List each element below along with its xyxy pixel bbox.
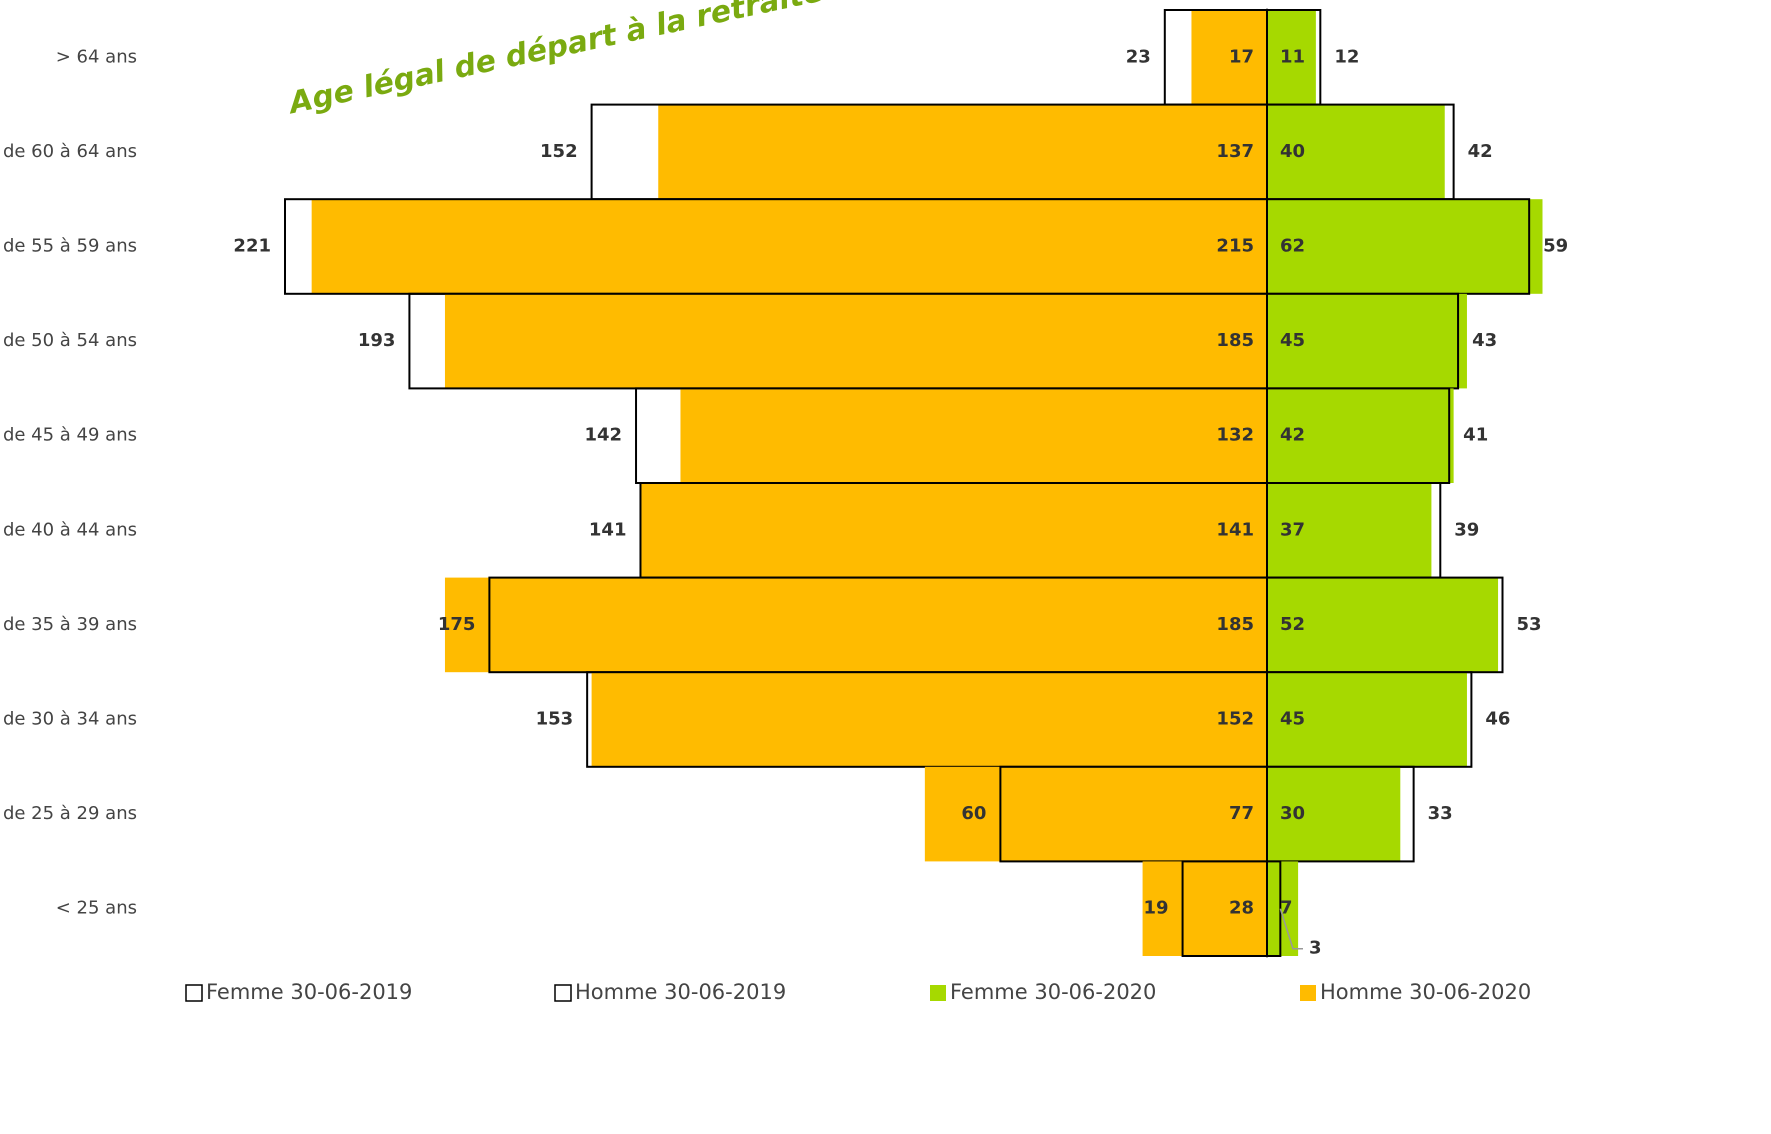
bar <box>1267 672 1467 767</box>
annotation: Age légal de départ à la retraite <box>284 0 826 122</box>
legend-label: Homme 30-06-2020 <box>1320 980 1531 1004</box>
data-label: 175 <box>438 614 476 635</box>
data-label: 53 <box>1517 614 1542 635</box>
data-label: 185 <box>1216 614 1254 635</box>
data-label: 62 <box>1280 236 1305 257</box>
data-label: 142 <box>584 425 622 446</box>
data-label: 141 <box>1216 519 1254 540</box>
category-label: de 50 à 54 ans <box>3 330 137 351</box>
data-label: 17 <box>1229 46 1254 67</box>
bar <box>1267 293 1467 389</box>
data-label: 40 <box>1280 141 1305 162</box>
data-label: 42 <box>1468 141 1493 162</box>
data-label: 52 <box>1280 614 1305 635</box>
leader-line <box>1279 908 1303 950</box>
category-label: de 25 à 29 ans <box>3 803 137 824</box>
bar <box>444 293 1267 389</box>
bar <box>1191 10 1267 105</box>
legend-swatch <box>930 985 946 1001</box>
bar <box>1267 10 1316 105</box>
bar <box>1267 577 1499 673</box>
data-label: 137 <box>1216 141 1254 162</box>
category-label: de 45 à 49 ans <box>3 425 137 446</box>
bar-outline <box>999 765 1268 863</box>
bar <box>1267 861 1299 956</box>
data-label: 30 <box>1280 803 1305 824</box>
bar <box>640 483 1267 578</box>
data-label: 185 <box>1216 330 1254 351</box>
data-label: 46 <box>1485 709 1510 730</box>
legend-swatch <box>185 984 203 1002</box>
data-label: 7 <box>1280 898 1293 919</box>
bar <box>924 766 1267 862</box>
category-label: de 60 à 64 ans <box>3 141 137 162</box>
data-label: 3 <box>1309 938 1322 959</box>
data-label: 59 <box>1543 236 1568 257</box>
legend-swatch <box>1300 985 1316 1001</box>
data-label: 41 <box>1463 425 1488 446</box>
data-label: 33 <box>1428 803 1453 824</box>
category-label: de 35 à 39 ans <box>3 614 137 635</box>
data-label: 12 <box>1334 46 1359 67</box>
data-label: 39 <box>1454 519 1479 540</box>
bar-outline <box>1181 860 1269 958</box>
data-label: 11 <box>1280 46 1305 67</box>
category-label: de 55 à 59 ans <box>3 236 137 257</box>
bar <box>444 577 1267 673</box>
legend-label: Homme 30-06-2019 <box>575 980 786 1004</box>
data-label: 45 <box>1280 330 1305 351</box>
bar <box>1267 483 1432 578</box>
bar <box>1142 861 1267 956</box>
data-label: 132 <box>1216 425 1254 446</box>
data-label: 42 <box>1280 425 1305 446</box>
bar <box>658 104 1267 200</box>
legend-swatch <box>554 984 572 1002</box>
category-label: de 40 à 44 ans <box>3 519 137 540</box>
legend-label: Femme 30-06-2020 <box>950 980 1156 1004</box>
data-label: 19 <box>1144 898 1169 919</box>
category-label: de 30 à 34 ans <box>3 709 137 730</box>
data-label: 60 <box>961 803 986 824</box>
data-label: 152 <box>1216 709 1254 730</box>
legend-label: Femme 30-06-2019 <box>206 980 412 1004</box>
bar <box>1267 766 1401 862</box>
data-label: 77 <box>1229 803 1254 824</box>
bar <box>591 672 1267 767</box>
bar <box>1267 388 1454 483</box>
data-label: 152 <box>540 141 578 162</box>
data-label: 43 <box>1472 330 1497 351</box>
data-label: 45 <box>1280 709 1305 730</box>
bar <box>311 199 1267 294</box>
bar <box>1267 199 1543 294</box>
data-label: 23 <box>1126 46 1151 67</box>
data-label: 28 <box>1229 898 1254 919</box>
data-label: 221 <box>233 236 271 257</box>
data-label: 153 <box>536 709 574 730</box>
data-label: 193 <box>358 330 396 351</box>
data-label: 141 <box>589 519 627 540</box>
data-label: 37 <box>1280 519 1305 540</box>
bar <box>1267 104 1445 200</box>
category-label: > 64 ans <box>56 46 137 67</box>
data-label: 215 <box>1216 236 1254 257</box>
category-label: < 25 ans <box>56 898 137 919</box>
bar <box>680 388 1267 483</box>
